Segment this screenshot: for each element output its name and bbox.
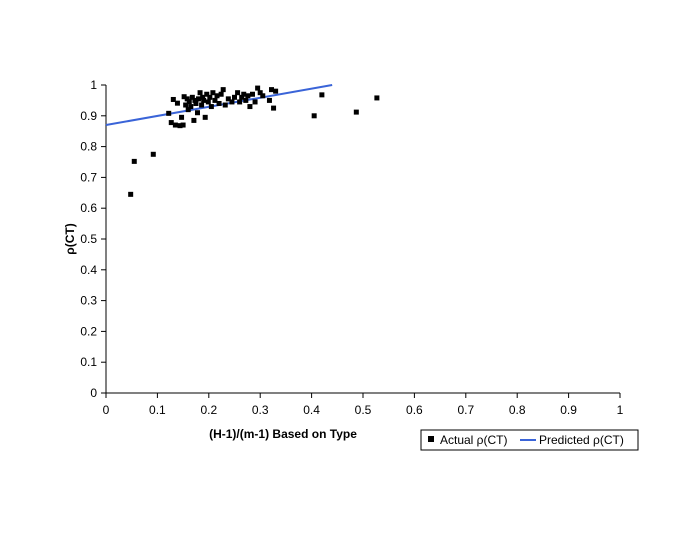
actual-point — [241, 91, 247, 97]
x-axis-title: (H-1)/(m-1) Based on Type — [209, 427, 357, 441]
x-tick-label: 0 — [103, 403, 110, 417]
x-tick-label: 0.4 — [303, 403, 320, 417]
x-tick-label: 0.5 — [355, 403, 372, 417]
actual-point — [128, 191, 134, 197]
y-tick-label: 0 — [90, 386, 97, 400]
actual-point — [249, 91, 255, 97]
actual-point — [180, 122, 186, 128]
actual-point — [266, 97, 272, 103]
x-tick-label: 0.9 — [560, 403, 577, 417]
actual-point — [216, 100, 222, 106]
y-tick-label: 0.7 — [80, 170, 97, 184]
actual-point — [170, 96, 176, 102]
x-tick-label: 0.8 — [509, 403, 526, 417]
actual-point — [181, 94, 187, 100]
x-tick-label: 0.6 — [406, 403, 423, 417]
x-tick-label: 0.7 — [457, 403, 474, 417]
x-tick-label: 0.2 — [200, 403, 217, 417]
y-axis-ticks: 0 0.1 0.2 0.3 0.4 0.5 0.6 0.7 0.8 0.9 1 — [80, 78, 106, 400]
y-tick-label: 0.1 — [80, 355, 97, 369]
actual-point — [200, 94, 206, 100]
actual-point — [237, 99, 243, 105]
legend: Actual ρ(CT) Predicted ρ(CT) — [420, 429, 639, 451]
actual-point — [183, 102, 189, 108]
actual-point — [191, 117, 197, 123]
actual-point — [172, 122, 178, 128]
x-axis-ticks: 0 0.1 0.2 0.3 0.4 0.5 0.6 0.7 0.8 0.9 1 — [103, 393, 624, 417]
actual-point — [374, 95, 380, 101]
actual-point — [205, 99, 211, 105]
actual-point — [168, 120, 174, 126]
actual-point — [189, 94, 195, 100]
series-actual — [128, 85, 380, 197]
actual-point — [245, 93, 251, 99]
actual-point — [166, 110, 172, 116]
actual-point — [186, 99, 192, 105]
y-tick-label: 0.8 — [80, 140, 97, 154]
actual-point — [179, 114, 185, 120]
actual-point — [235, 90, 241, 96]
actual-point — [210, 90, 216, 96]
actual-point — [207, 94, 213, 100]
legend-marker-actual — [428, 436, 434, 442]
actual-point — [225, 96, 231, 102]
actual-point — [208, 104, 214, 110]
actual-point — [229, 99, 235, 105]
y-tick-label: 0.5 — [80, 232, 97, 246]
actual-point — [202, 114, 208, 120]
actual-point — [194, 110, 200, 116]
actual-point — [243, 97, 249, 103]
actual-point — [150, 151, 156, 157]
actual-point — [177, 123, 183, 129]
actual-point — [212, 97, 218, 103]
actual-point — [271, 105, 277, 111]
x-tick-label: 0.1 — [149, 403, 166, 417]
actual-point — [353, 109, 359, 115]
y-tick-label: 0.9 — [80, 109, 97, 123]
actual-point — [199, 102, 205, 108]
actual-point — [188, 104, 194, 110]
actual-point — [218, 91, 224, 97]
actual-point — [204, 91, 210, 97]
actual-point — [319, 92, 325, 98]
y-tick-label: 0.6 — [80, 201, 97, 215]
actual-point — [222, 102, 228, 108]
actual-point — [174, 100, 180, 106]
actual-point — [255, 85, 261, 91]
actual-point — [220, 87, 226, 93]
legend-label-predicted: Predicted ρ(CT) — [539, 433, 624, 447]
actual-point — [257, 90, 263, 96]
actual-point — [184, 96, 190, 102]
actual-point — [311, 113, 317, 119]
actual-point — [232, 94, 237, 100]
actual-point — [131, 158, 137, 164]
y-tick-label: 0.3 — [80, 294, 97, 308]
actual-point — [214, 93, 220, 99]
actual-point — [197, 90, 203, 96]
y-tick-label: 0.4 — [80, 263, 97, 277]
axes — [105, 85, 620, 394]
actual-point — [273, 88, 279, 94]
actual-point — [192, 97, 198, 103]
actual-point — [185, 107, 191, 113]
x-tick-label: 0.3 — [252, 403, 269, 417]
actual-point — [269, 87, 275, 93]
actual-point — [239, 94, 245, 100]
y-axis-title: ρ(CT) — [63, 223, 77, 254]
legend-label-actual: Actual ρ(CT) — [440, 433, 508, 447]
actual-point — [247, 104, 253, 110]
actual-point — [193, 100, 199, 106]
actual-point — [196, 96, 202, 102]
x-tick-label: 1 — [617, 403, 624, 417]
actual-point — [252, 99, 258, 105]
y-tick-label: 0.2 — [80, 324, 97, 338]
y-tick-label: 1 — [90, 78, 97, 92]
actual-point — [201, 97, 207, 103]
actual-point — [260, 93, 266, 99]
